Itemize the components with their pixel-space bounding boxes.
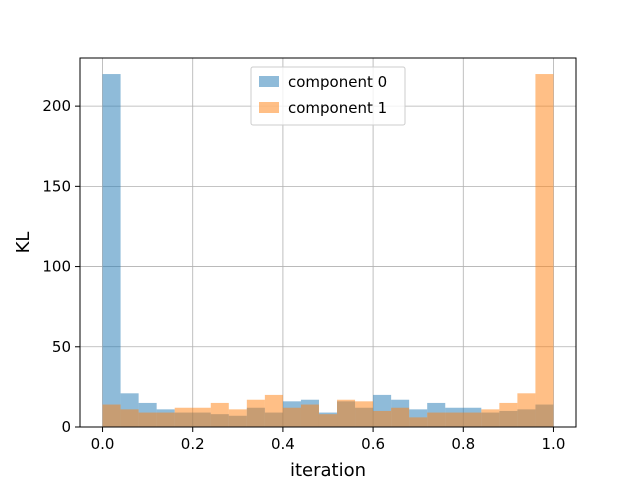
legend-swatch-component-0 xyxy=(259,76,279,87)
bar-component-1 xyxy=(318,414,338,427)
bar-component-1 xyxy=(391,407,410,427)
bar-component-1 xyxy=(427,412,446,427)
bars xyxy=(102,74,554,427)
bar-component-1 xyxy=(355,401,374,427)
bar-component-1 xyxy=(228,409,247,427)
bar-component-1 xyxy=(138,412,157,427)
x-tick-label: 0.0 xyxy=(91,435,115,453)
x-tick-label: 1.0 xyxy=(542,435,566,453)
bar-component-0 xyxy=(102,74,121,427)
bar-component-1 xyxy=(535,74,554,427)
bar-component-1 xyxy=(156,412,175,427)
bar-component-1 xyxy=(337,399,356,427)
x-axis-label: iteration xyxy=(290,460,366,480)
axes-frame xyxy=(79,57,577,428)
bar-component-1 xyxy=(174,407,193,427)
legend-label-component-1: component 1 xyxy=(288,99,387,117)
x-tick-label: 0.2 xyxy=(181,435,205,453)
legend: component 0 component 1 xyxy=(250,66,406,126)
legend-swatch-component-1 xyxy=(259,102,279,113)
bar-component-1 xyxy=(409,417,428,427)
bar-component-1 xyxy=(210,402,229,427)
legend-label-component-0: component 0 xyxy=(288,73,387,91)
y-tick-label: 0 xyxy=(61,418,71,436)
bar-component-1 xyxy=(120,409,139,427)
x-tick-label: 0.4 xyxy=(271,435,295,453)
bar-component-1 xyxy=(499,402,518,427)
bar-component-1 xyxy=(102,404,121,427)
bar-component-1 xyxy=(282,407,301,427)
y-tick-label: 100 xyxy=(42,258,71,276)
bar-component-1 xyxy=(463,412,482,427)
legend-box xyxy=(250,66,406,126)
bar-component-1 xyxy=(246,399,265,427)
ticks: 0.0 0.2 0.4 0.6 0.8 1.0 0 50 100 150 200 xyxy=(42,97,565,453)
bar-component-1 xyxy=(192,407,211,427)
bar-component-1 xyxy=(517,393,536,427)
bar-component-1 xyxy=(373,410,392,427)
x-tick-label: 0.8 xyxy=(451,435,475,453)
bar-component-1 xyxy=(445,412,464,427)
y-axis-label: KL xyxy=(13,232,34,254)
bar-component-1 xyxy=(300,404,319,427)
y-tick-label: 50 xyxy=(52,338,71,356)
x-tick-label: 0.6 xyxy=(361,435,385,453)
y-tick-label: 200 xyxy=(42,97,71,115)
bar-component-1 xyxy=(481,409,500,427)
y-tick-label: 150 xyxy=(42,177,71,195)
bar-component-1 xyxy=(264,394,283,427)
